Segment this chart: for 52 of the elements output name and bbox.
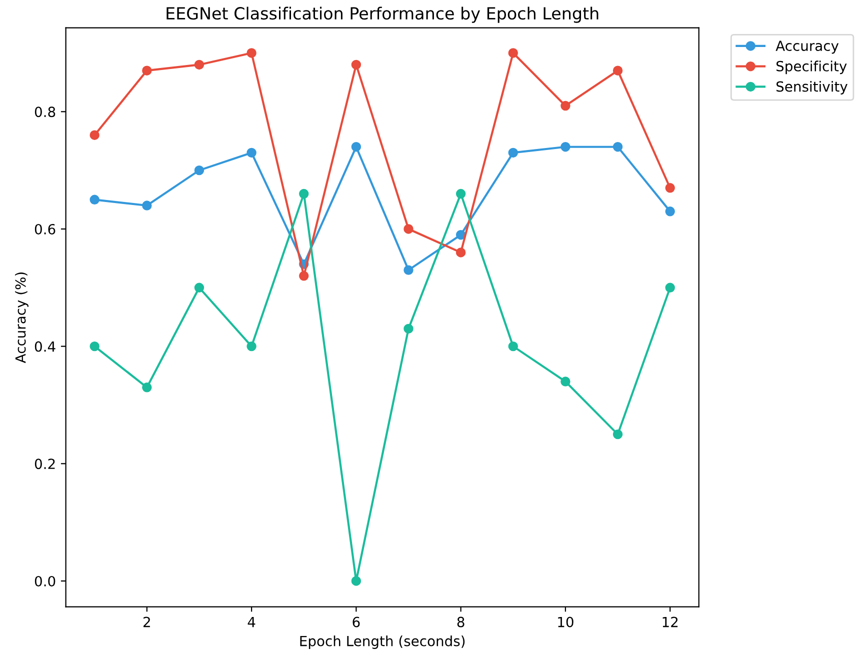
point	[351, 576, 362, 586]
point	[404, 324, 414, 334]
point	[508, 48, 518, 58]
point	[142, 66, 152, 76]
point	[560, 100, 570, 111]
legend-label: Sensitivity	[776, 81, 848, 94]
point	[665, 183, 675, 193]
legend-label: Specificity	[776, 60, 847, 74]
x-tick-label: 12	[662, 616, 678, 628]
point	[194, 60, 204, 70]
point	[508, 341, 518, 352]
point	[612, 66, 623, 76]
point	[90, 341, 100, 352]
point	[142, 382, 152, 392]
y-tick-label: 0.6	[34, 224, 56, 234]
point	[246, 148, 256, 158]
point	[456, 188, 466, 199]
point	[194, 165, 204, 176]
legend-label: Accuracy	[776, 40, 839, 54]
y-axis-title: Accuracy (%)	[15, 272, 28, 364]
point	[299, 271, 309, 281]
point	[560, 142, 570, 152]
point	[194, 282, 204, 293]
point	[404, 265, 414, 275]
x-tick-label: 2	[144, 616, 150, 628]
point	[456, 248, 466, 258]
chart-title: EEGNet Classification Performance by Epoch Length	[166, 6, 598, 23]
point	[456, 230, 466, 240]
point	[90, 130, 100, 140]
point	[299, 188, 309, 199]
y-tick-label: 0.4	[34, 341, 56, 352]
point	[142, 200, 152, 210]
point	[665, 206, 675, 216]
x-axis-title: Epoch Length (seconds)	[300, 636, 465, 649]
point	[246, 48, 256, 58]
x-tick-label: 4	[248, 616, 256, 628]
point	[351, 142, 362, 152]
point	[508, 148, 518, 158]
point	[404, 224, 414, 234]
point	[612, 142, 623, 152]
point	[560, 376, 570, 386]
y-tick-label: 0.8	[34, 106, 56, 118]
point	[612, 429, 623, 440]
point	[665, 282, 675, 293]
y-tick-label: 0.0	[34, 576, 56, 586]
x-tick-label: 8	[457, 616, 464, 628]
x-tick-label: 6	[352, 616, 360, 628]
point	[90, 194, 100, 205]
x-tick-label: 10	[558, 616, 574, 628]
y-tick-label: 0.2	[34, 458, 55, 470]
point	[351, 60, 362, 70]
point	[246, 341, 256, 352]
